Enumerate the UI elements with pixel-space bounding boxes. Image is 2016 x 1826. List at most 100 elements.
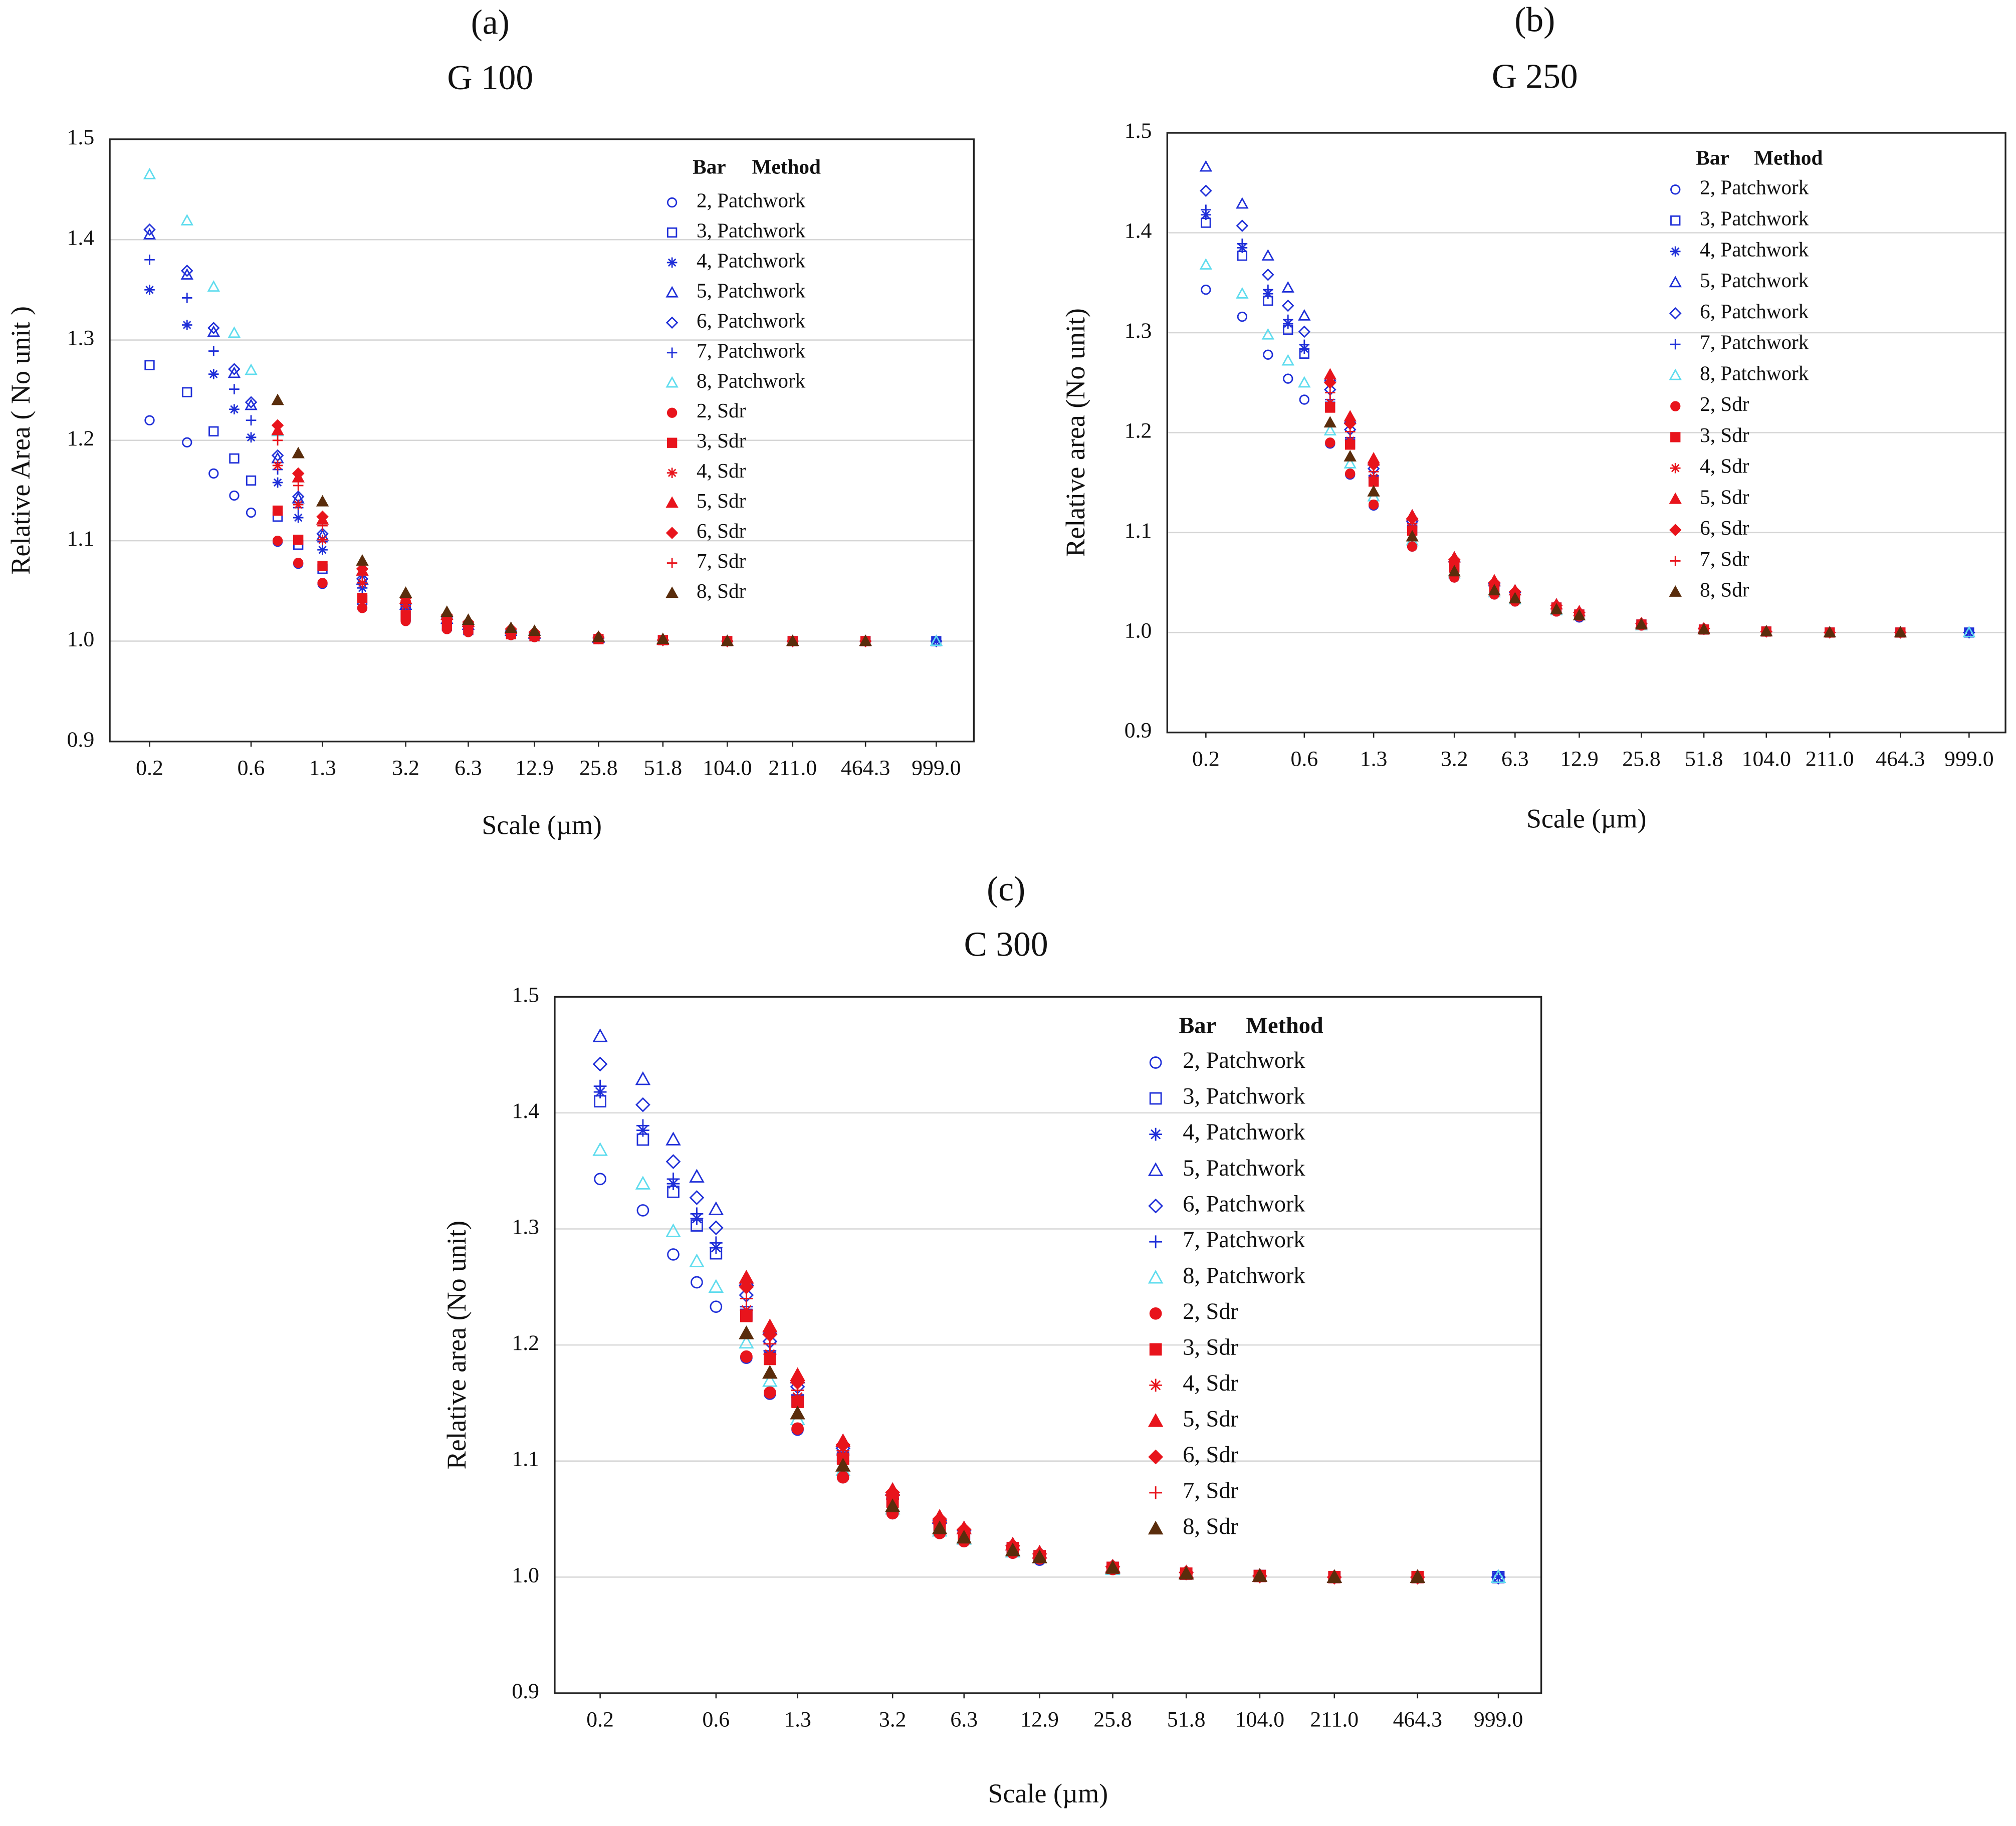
panel-label: (b) — [1514, 1, 1555, 39]
data-point — [1236, 197, 1249, 209]
data-point — [1298, 309, 1311, 321]
y-tick-label: 1.2 — [1125, 418, 1152, 442]
legend-label: 6, Sdr — [1183, 1442, 1238, 1468]
legend-marker — [1148, 1269, 1164, 1284]
data-point — [400, 610, 411, 620]
data-point — [229, 404, 240, 415]
x-tick-label: 51.8 — [1167, 1708, 1206, 1732]
data-point — [245, 363, 258, 375]
legend-marker — [1670, 246, 1681, 257]
data-point — [144, 360, 155, 370]
data-point — [1281, 354, 1294, 366]
data-point — [739, 1334, 754, 1349]
legend-label: 7, Sdr — [1183, 1478, 1238, 1504]
data-point — [271, 393, 284, 405]
data-point — [1448, 565, 1461, 577]
legend-marker — [666, 468, 678, 478]
data-point — [246, 432, 257, 443]
data-point — [440, 605, 454, 617]
x-tick-label: 464.3 — [1876, 747, 1925, 771]
legend-label: 3, Sdr — [697, 429, 746, 452]
data-point — [144, 285, 155, 295]
data-point — [930, 635, 943, 647]
legend-label: 2, Sdr — [697, 399, 746, 422]
data-point — [272, 535, 283, 546]
x-tick-label: 0.2 — [136, 756, 163, 780]
x-axis-title: Scale (µm) — [1526, 804, 1647, 834]
legend-label: 5, Patchwork — [1183, 1156, 1305, 1181]
data-point — [636, 1119, 649, 1132]
data-point — [836, 1444, 850, 1457]
legend-label: 6, Patchwork — [1700, 300, 1809, 323]
legend-label: 4, Sdr — [1700, 454, 1749, 478]
data-point — [1407, 518, 1418, 529]
data-point — [763, 1347, 777, 1361]
data-point — [1263, 349, 1273, 360]
data-point — [689, 1169, 705, 1183]
data-point — [762, 1364, 778, 1379]
data-point — [1635, 618, 1648, 629]
data-point — [1032, 1549, 1047, 1563]
data-point — [1299, 394, 1309, 405]
data-point — [635, 1176, 651, 1190]
data-point — [1406, 530, 1419, 542]
legend-marker — [1148, 1520, 1164, 1535]
legend-marker — [665, 527, 679, 539]
data-point — [656, 632, 669, 644]
data-point — [272, 477, 283, 488]
x-tick-label: 211.0 — [768, 756, 817, 780]
data-point — [1262, 268, 1274, 281]
legend-label: 3, Patchwork — [1700, 207, 1809, 230]
data-point — [691, 1276, 703, 1289]
y-tick-label: 1.0 — [67, 627, 95, 651]
legend-marker — [1670, 401, 1681, 411]
data-point — [709, 1236, 723, 1250]
x-tick-label: 3.2 — [1441, 747, 1468, 771]
data-point — [292, 446, 305, 459]
legend-marker — [666, 197, 678, 208]
x-tick-label: 999.0 — [1474, 1708, 1523, 1732]
data-point — [1178, 1565, 1194, 1580]
data-point — [1263, 284, 1273, 295]
data-point — [1323, 416, 1336, 428]
data-point — [1252, 1568, 1268, 1582]
data-point — [1283, 373, 1293, 384]
plot-frame — [1166, 132, 2006, 734]
data-point — [317, 534, 328, 545]
data-point — [592, 630, 605, 642]
data-point — [317, 578, 328, 588]
x-tick-label: 0.6 — [238, 756, 265, 780]
legend-marker — [1669, 368, 1682, 380]
data-point — [1298, 325, 1311, 338]
x-tick-label: 25.8 — [1622, 747, 1661, 771]
legend-marker — [1669, 524, 1682, 536]
data-point — [764, 1386, 776, 1399]
legend-marker — [1149, 1235, 1163, 1249]
data-point — [1343, 457, 1357, 469]
data-point — [181, 293, 192, 303]
data-point — [635, 1071, 651, 1085]
data-point — [1823, 626, 1836, 637]
data-point — [293, 534, 304, 545]
y-axis-title: Relative Area ( No unit ) — [6, 306, 36, 575]
x-tick-label: 1.3 — [1360, 747, 1388, 771]
data-point — [1200, 184, 1212, 197]
data-point — [180, 213, 193, 225]
data-point — [357, 603, 368, 613]
data-point — [592, 1142, 608, 1156]
legend-label: 4, Sdr — [1183, 1371, 1238, 1396]
y-tick-label: 1.5 — [67, 125, 95, 149]
data-point — [635, 1097, 650, 1112]
x-tick-label: 6.3 — [455, 756, 482, 780]
legend-label: 2, Patchwork — [1183, 1048, 1305, 1073]
legend-marker — [1149, 1486, 1163, 1499]
y-tick-label: 1.3 — [67, 326, 95, 350]
data-point — [1298, 376, 1311, 388]
y-tick-label: 1.3 — [1125, 319, 1152, 343]
data-point — [884, 1498, 901, 1512]
data-point — [1326, 1569, 1342, 1583]
data-point — [1894, 626, 1907, 637]
x-tick-label: 25.8 — [579, 756, 618, 780]
legend-label: 3, Sdr — [1700, 423, 1749, 446]
